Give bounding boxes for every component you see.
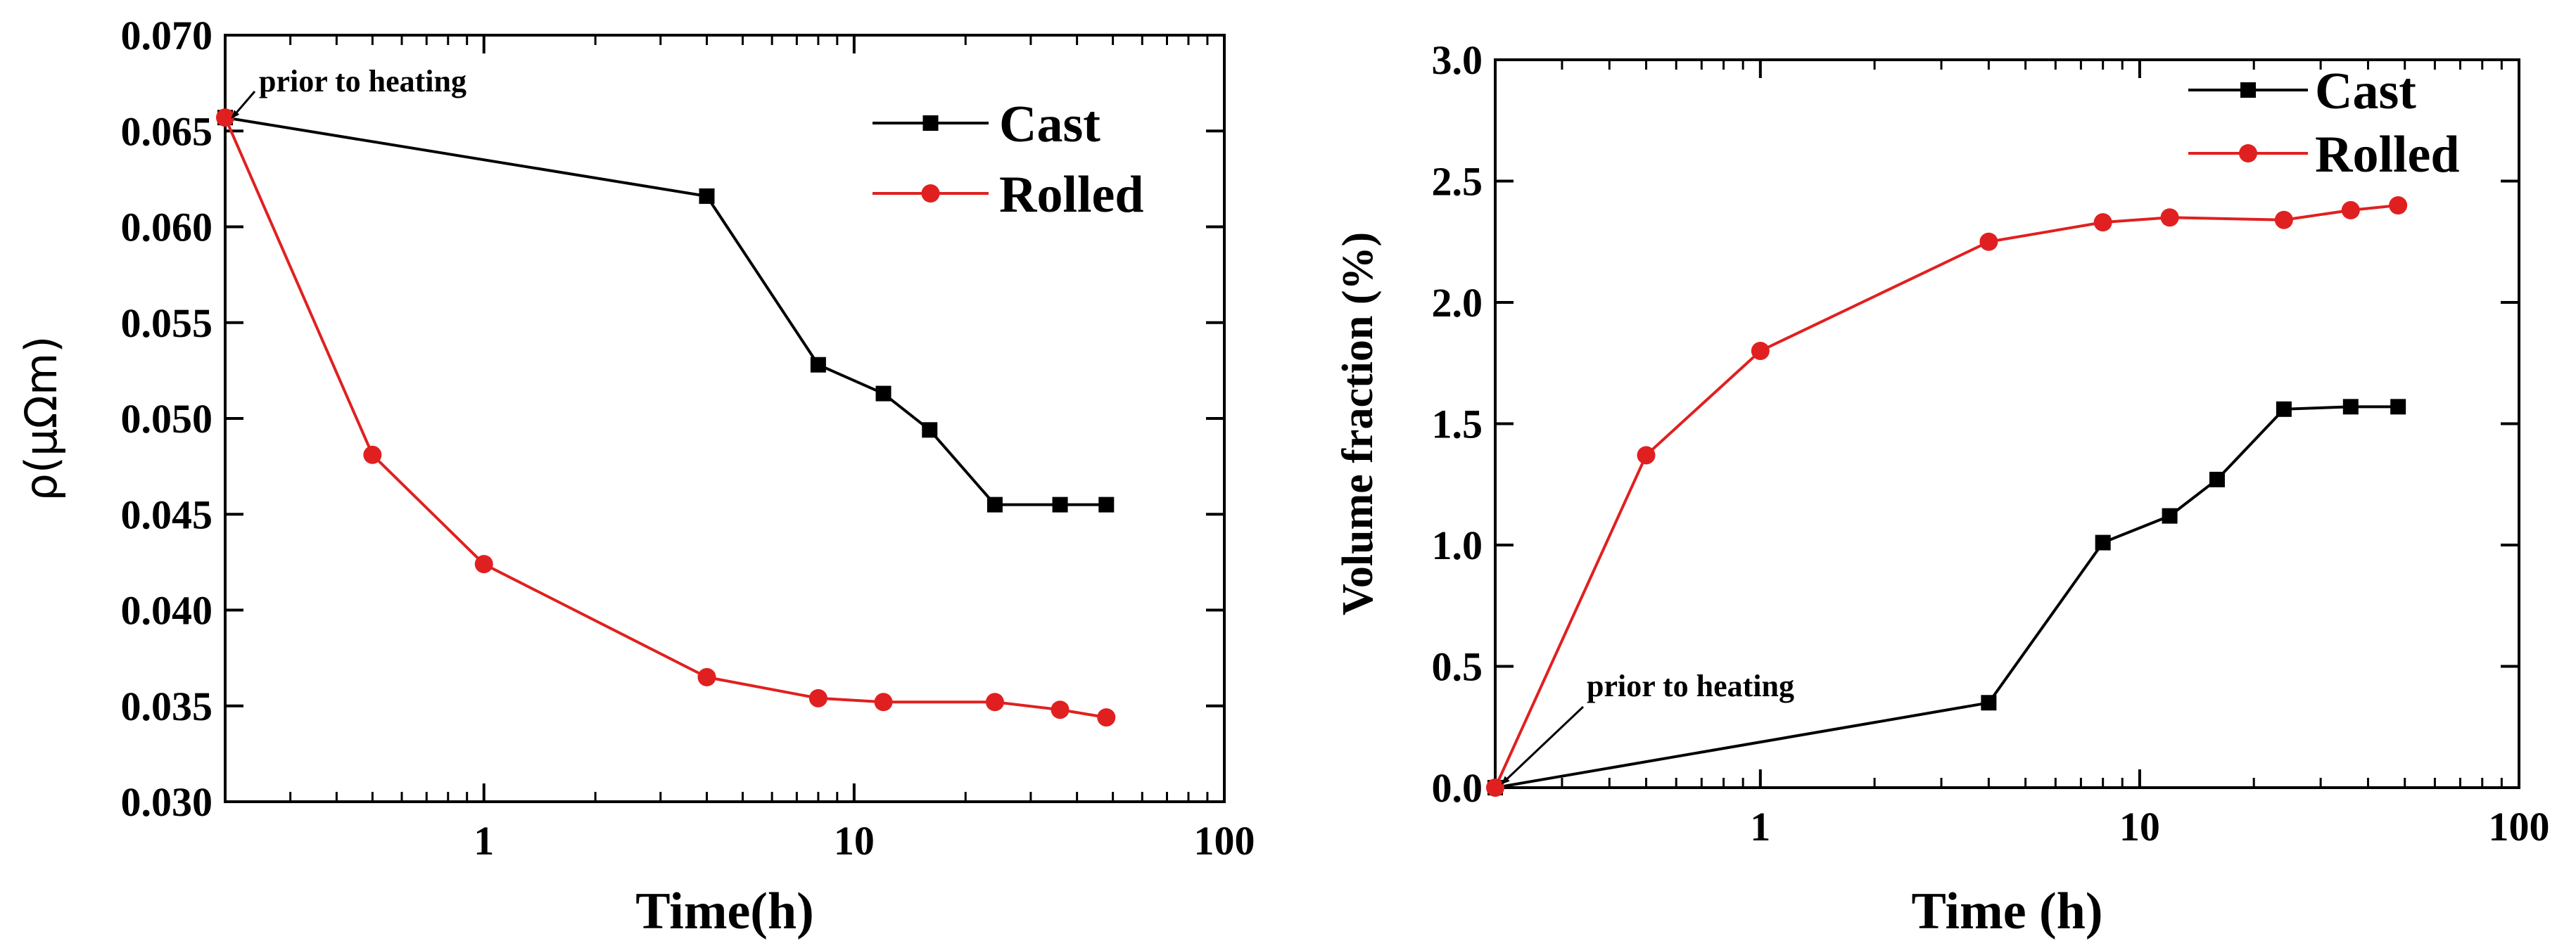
volume-fraction-y-tick-label: 2.5 (1432, 159, 1483, 205)
resistivity-cast-point (1098, 497, 1115, 513)
volume-fraction-y-axis-title: Volume fraction (%) (1334, 232, 1382, 615)
volume-fraction-rolled-point (2093, 213, 2112, 232)
volume-fraction-rolled-point (1637, 446, 1656, 465)
volume-fraction-x-tick-label: 1 (1750, 804, 1770, 850)
resistivity-y-tick-label: 0.055 (121, 300, 213, 346)
resistivity-y-tick-label: 0.040 (121, 588, 213, 634)
volume-fraction-y-tick-label: 3.0 (1432, 37, 1483, 83)
resistivity-legend-rolled-marker (921, 184, 940, 203)
resistivity-y-tick-label: 0.050 (121, 396, 213, 442)
resistivity-rolled-point (1097, 708, 1116, 727)
resistivity-chart: 0.030 0.035 0.040 0.045 0.050 0.055 0.060 0.065… (15, 13, 1255, 940)
volume-fraction-cast-point (1981, 695, 1997, 711)
resistivity-cast-point (875, 385, 892, 402)
volume-fraction-x-axis-title: Time (h) (1911, 883, 2102, 940)
volume-fraction-legend-rolled-marker (2239, 144, 2257, 162)
resistivity-cast-point (1052, 497, 1068, 513)
resistivity-cast-point (922, 422, 938, 438)
volume-fraction-cast-point (2390, 399, 2406, 415)
volume-fraction-cast-series-line (1495, 405, 2399, 789)
resistivity-rolled-point (216, 108, 234, 127)
volume-fraction-cast-point (2276, 401, 2292, 417)
resistivity-rolled-point (363, 445, 382, 464)
resistivity-rolled-series-line (224, 117, 1107, 719)
resistivity-cast-series-line (224, 116, 1107, 506)
volume-fraction-y-tick-label: 1.0 (1432, 523, 1483, 568)
resistivity-rolled-point (474, 555, 493, 574)
resistivity-y-tick-label: 0.070 (121, 13, 213, 58)
volume-fraction-rolled-point (2341, 200, 2360, 219)
resistivity-cast-point (699, 188, 715, 204)
resistivity-legend-rolled-label: Rolled (999, 166, 1144, 224)
volume-fraction-x-tick-label: 10 (2119, 804, 2160, 850)
volume-fraction-legend-rolled-label: Rolled (2315, 126, 2460, 184)
resistivity-y-tick-label: 0.030 (121, 779, 213, 825)
resistivity-x-tick-label: 1 (474, 818, 494, 864)
volume-fraction-rolled-point (2160, 208, 2179, 227)
resistivity-rolled-point (1051, 700, 1070, 719)
volume-fraction-legend-cast-label: Cast (2315, 63, 2416, 120)
resistivity-rolled-point (985, 693, 1004, 712)
volume-fraction-legend-cast-marker (2240, 82, 2256, 98)
volume-fraction-rolled-point (2274, 210, 2293, 229)
resistivity-y-tick-label: 0.060 (121, 205, 213, 250)
volume-fraction-rolled-point (2389, 196, 2408, 214)
resistivity-legend-cast-label: Cast (999, 96, 1100, 153)
volume-fraction-annotation-label: prior to heating (1587, 669, 1794, 703)
volume-fraction-y-tick-label: 0.5 (1432, 644, 1483, 690)
resistivity-rolled-point (808, 688, 827, 707)
resistivity-legend-cast-marker (922, 115, 939, 131)
volume-fraction-rolled-point (1979, 232, 1998, 251)
resistivity-y-tick-label: 0.045 (121, 492, 213, 537)
resistivity-annotation-label: prior to heating (259, 64, 467, 98)
resistivity-y-tick-label: 0.065 (121, 108, 213, 154)
volume-fraction-cast-point (2095, 534, 2111, 551)
volume-fraction-cast-point (2342, 399, 2359, 415)
resistivity-y-tick-label: 0.035 (121, 684, 213, 729)
volume-fraction-cast-point (2209, 471, 2225, 487)
resistivity-cast-point (986, 497, 1003, 513)
volume-fraction-y-tick-label: 1.5 (1432, 402, 1483, 447)
volume-fraction-chart: 0.0 0.5 1.0 1.5 2.0 2.5 3.0 1 10 100 Time (h) Volum… (1334, 37, 2550, 940)
volume-fraction-y-tick-label: 0.0 (1432, 765, 1483, 811)
resistivity-x-tick-label: 100 (1194, 818, 1255, 864)
resistivity-annotation-arrow (231, 91, 256, 119)
volume-fraction-rolled-point (1751, 342, 1770, 360)
resistivity-x-tick-label: 10 (834, 818, 875, 864)
volume-fraction-rolled-point (1486, 779, 1504, 797)
resistivity-y-axis-title: ρ(μΩm) (15, 336, 67, 501)
volume-fraction-x-tick-label: 100 (2489, 804, 2550, 850)
resistivity-rolled-point (874, 693, 893, 712)
volume-fraction-annotation-arrow (1501, 705, 1585, 785)
volume-fraction-y-tick-label: 2.0 (1432, 280, 1483, 326)
resistivity-x-axis-title: Time(h) (635, 883, 814, 940)
resistivity-rolled-point (697, 667, 716, 686)
volume-fraction-cast-point (2162, 508, 2178, 524)
resistivity-cast-point (810, 357, 826, 373)
